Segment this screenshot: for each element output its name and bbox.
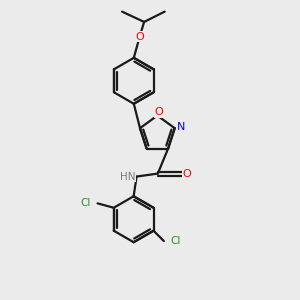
Text: Cl: Cl (81, 198, 91, 208)
Text: HN: HN (120, 172, 135, 182)
Text: Cl: Cl (170, 236, 181, 246)
Text: O: O (154, 107, 163, 117)
Text: O: O (183, 169, 191, 178)
Text: O: O (135, 32, 144, 42)
Text: N: N (176, 122, 185, 132)
